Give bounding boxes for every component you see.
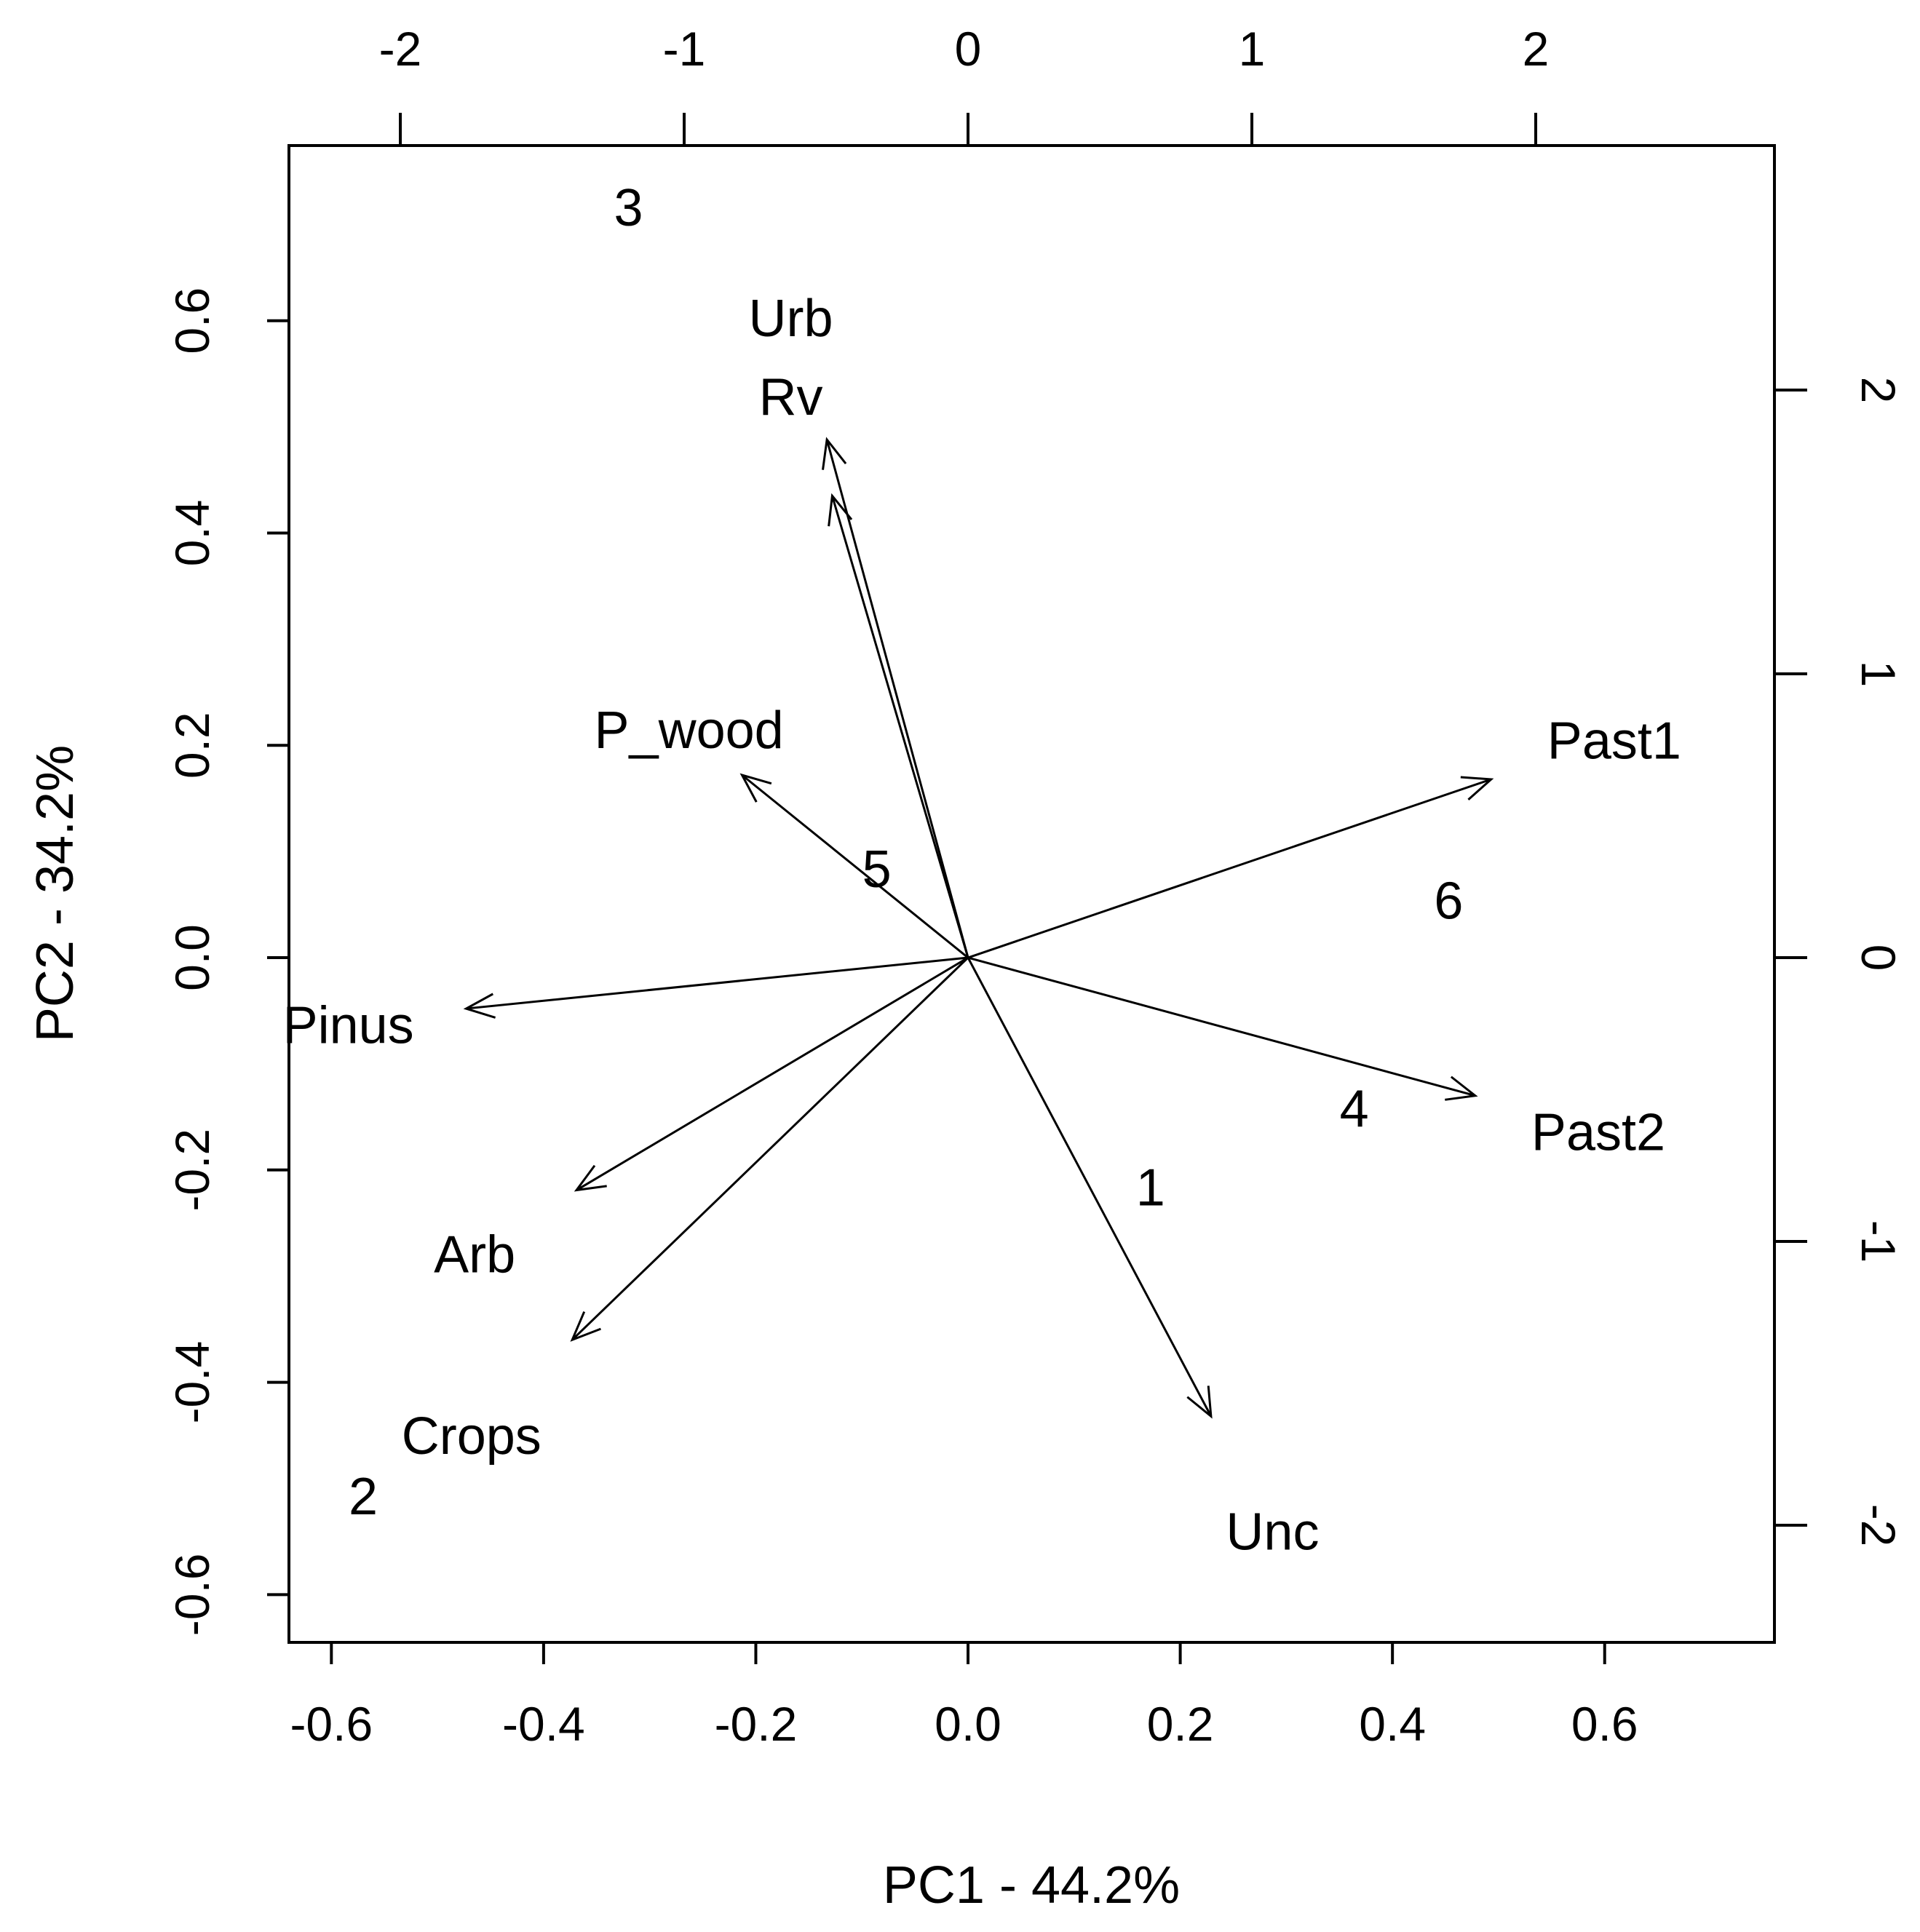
left-tick-label: 0.2 (165, 712, 219, 779)
arrow-past1 (967, 776, 1494, 959)
variable-arrows (463, 437, 1494, 1419)
arrow-p-wood (739, 773, 969, 959)
bottom-tick-label: 0.4 (1359, 1697, 1426, 1751)
observation-label: 3 (614, 179, 643, 237)
variable-label-rv: Rv (759, 368, 823, 426)
top-tick-label: 1 (1239, 22, 1266, 76)
arrow-past2 (967, 956, 1478, 1101)
variable-label-pinus: Pinus (283, 996, 414, 1054)
top-axis: -2 -1 0 1 2 (379, 22, 1550, 147)
left-tick-label: 0.6 (165, 287, 219, 354)
observation-label: 4 (1340, 1081, 1369, 1139)
observation-labels: 1 2 3 4 5 6 (349, 179, 1463, 1526)
arrow-unc (967, 957, 1213, 1419)
left-axis: -0.6 -0.4 -0.2 0.0 0.2 0.4 0.6 (165, 287, 290, 1636)
variable-label-p-wood: P_wood (595, 701, 784, 760)
variable-labels: Urb Rv P_wood Past1 Pinus Past2 Arb Crops Unc (283, 290, 1681, 1561)
left-tick-label: -0.6 (165, 1553, 219, 1636)
variable-label-past2: Past2 (1531, 1104, 1665, 1162)
variable-label-crops: Crops (402, 1407, 542, 1466)
right-tick-label: 0 (1852, 945, 1905, 971)
bottom-axis: -0.6 -0.4 -0.2 0.0 0.2 0.4 0.6 (290, 1641, 1638, 1751)
observation-label: 2 (349, 1468, 378, 1526)
x-axis-title: PC1 - 44.2% (883, 1856, 1180, 1915)
bottom-tick-label: -0.6 (290, 1697, 373, 1751)
variable-label-unc: Unc (1226, 1503, 1319, 1561)
y-axis-title: PC2 - 34.2% (26, 745, 84, 1042)
right-tick-label: 1 (1852, 661, 1905, 688)
arrow-urb (822, 437, 969, 958)
arrow-crops (570, 956, 969, 1342)
arrow-rv (828, 493, 969, 958)
variable-label-past1: Past1 (1547, 712, 1681, 770)
right-tick-label: 2 (1852, 377, 1905, 404)
left-tick-label: -0.2 (165, 1129, 219, 1212)
top-tick-label: 0 (955, 22, 982, 76)
bottom-tick-label: 0.2 (1147, 1697, 1214, 1751)
left-tick-label: 0.0 (165, 924, 219, 991)
bottom-tick-label: -0.4 (502, 1697, 585, 1751)
bottom-tick-label: -0.2 (715, 1697, 798, 1751)
top-tick-label: 2 (1523, 22, 1550, 76)
variable-label-arb: Arb (434, 1226, 515, 1284)
observation-label: 1 (1136, 1159, 1165, 1217)
bottom-tick-label: 0.6 (1571, 1697, 1638, 1751)
observation-label: 5 (862, 840, 892, 899)
right-tick-label: -2 (1852, 1504, 1905, 1547)
left-tick-label: -0.4 (165, 1341, 219, 1424)
bottom-tick-label: 0.0 (935, 1697, 1001, 1751)
top-tick-label: -1 (663, 22, 706, 76)
right-axis: -2 -1 0 1 2 (1773, 377, 1905, 1547)
variable-label-urb: Urb (749, 290, 833, 348)
left-tick-label: 0.4 (165, 500, 219, 567)
arrow-arb (574, 956, 969, 1192)
observation-label: 6 (1434, 872, 1463, 931)
top-tick-label: -2 (379, 22, 422, 76)
arrow-pinus (463, 956, 969, 1019)
right-tick-label: -1 (1852, 1220, 1905, 1263)
